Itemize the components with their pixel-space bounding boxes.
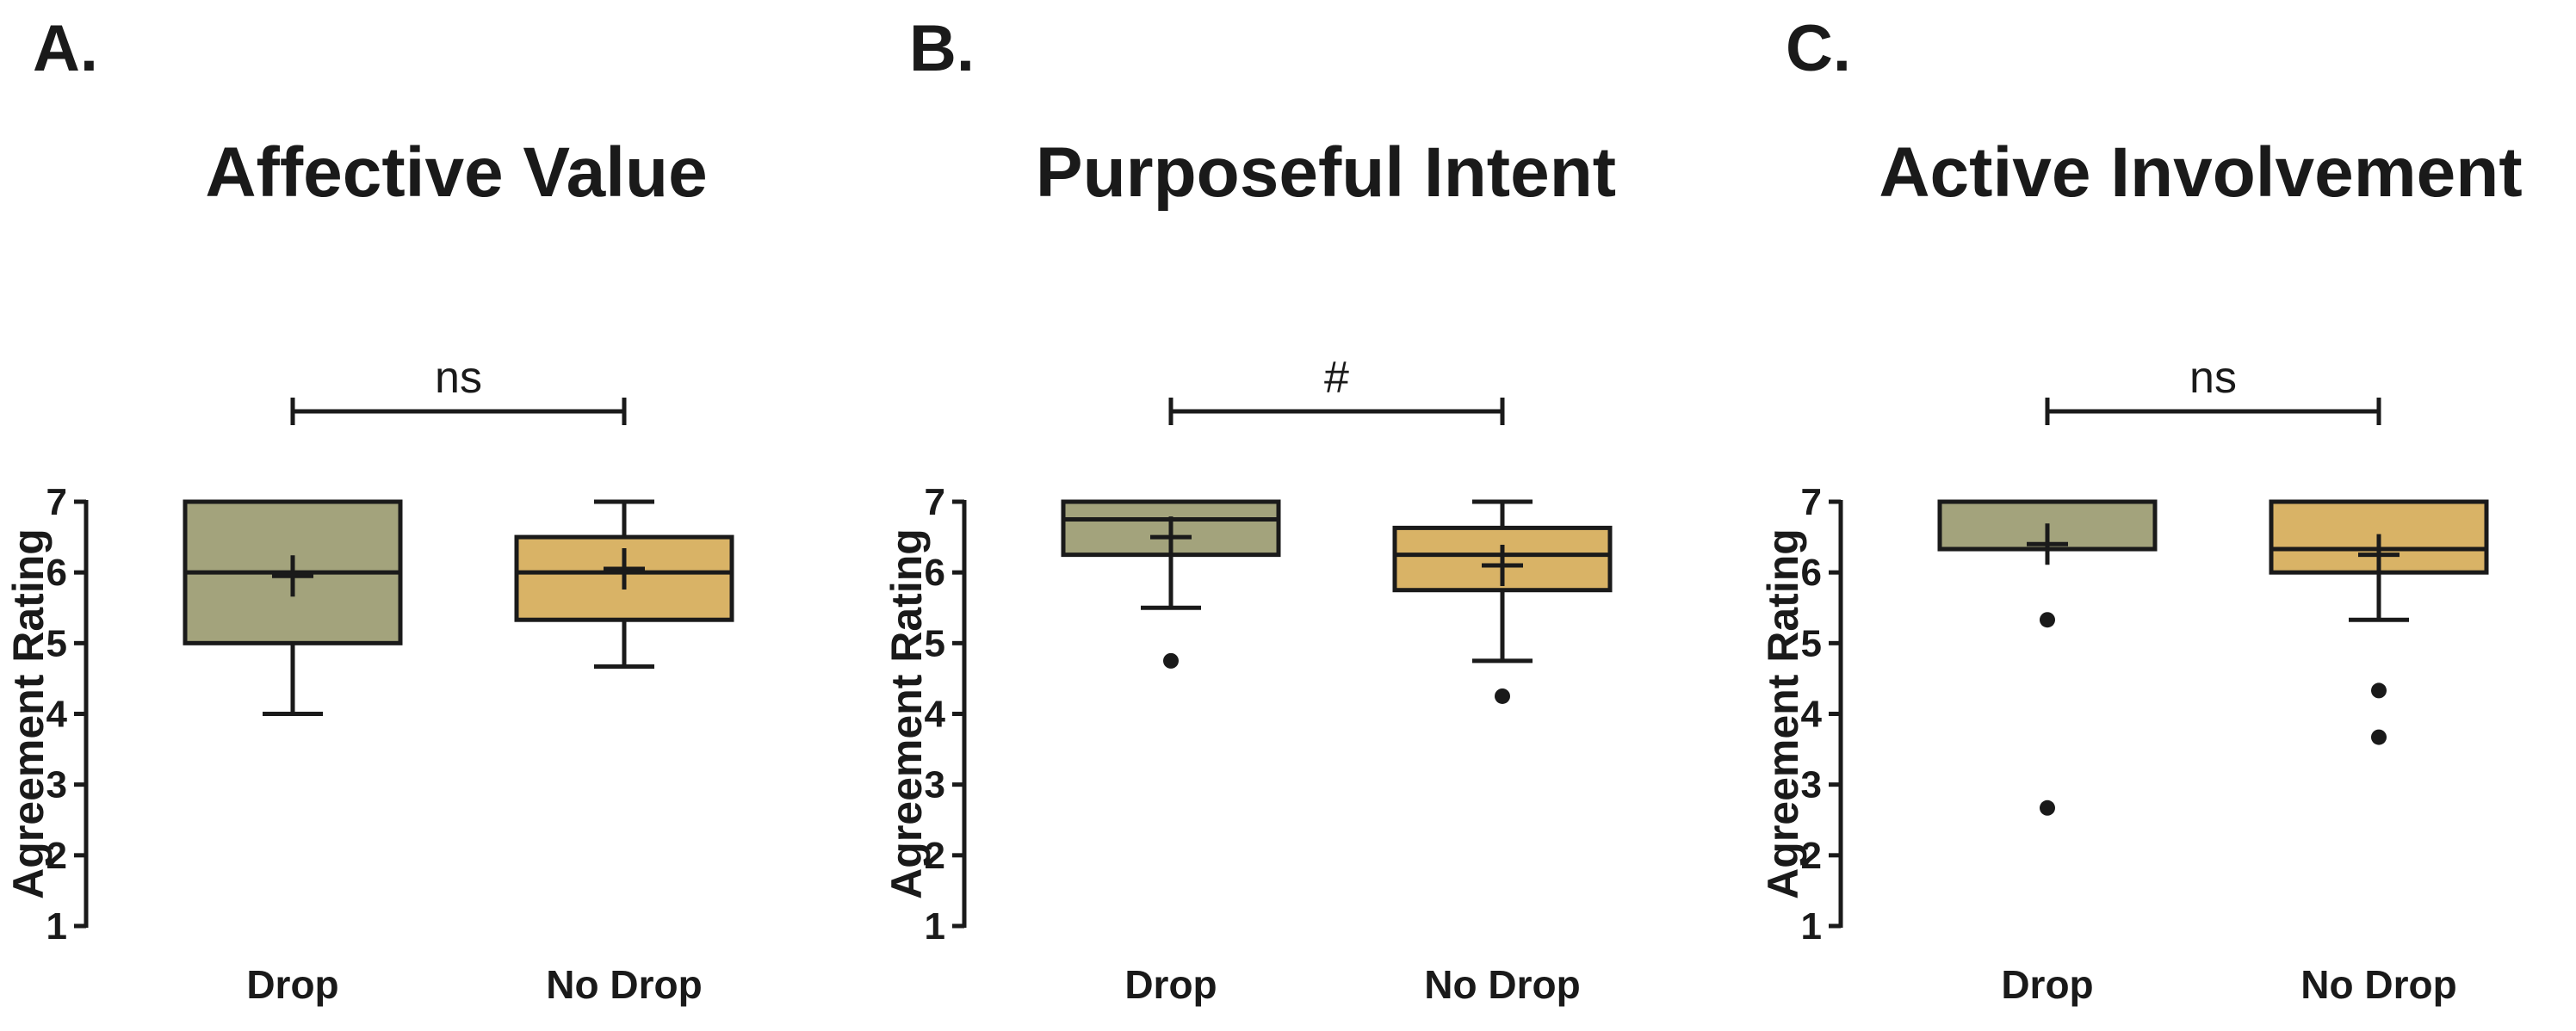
outlier-point bbox=[2040, 799, 2055, 816]
outlier-point bbox=[2371, 729, 2387, 745]
y-tick-label: 6 bbox=[1801, 552, 1822, 594]
y-axis-title: Agreement Rating bbox=[4, 528, 53, 899]
panel-letter: B. bbox=[909, 12, 975, 85]
y-tick-label: 6 bbox=[46, 552, 67, 594]
outlier-point bbox=[1495, 688, 1510, 704]
outlier-point bbox=[2371, 682, 2387, 699]
panel-letter: A. bbox=[33, 12, 98, 85]
outlier-point bbox=[2040, 612, 2055, 628]
box-0: Drop bbox=[1937, 499, 2158, 1007]
box-0: Drop bbox=[1061, 499, 1281, 1007]
y-tick-label: 4 bbox=[1801, 694, 1823, 736]
y-tick-label: 2 bbox=[1801, 835, 1822, 877]
y-tick-label: 4 bbox=[925, 694, 946, 736]
y-tick-label: 5 bbox=[46, 622, 67, 664]
category-label: Drop bbox=[1124, 962, 1217, 1007]
box-1: No Drop bbox=[2269, 499, 2489, 1007]
category-label: No Drop bbox=[546, 962, 702, 1007]
y-tick-label: 3 bbox=[925, 764, 945, 806]
category-label: Drop bbox=[246, 962, 338, 1007]
y-tick-label: 3 bbox=[1801, 764, 1822, 806]
y-tick-label: 5 bbox=[925, 622, 945, 664]
panel-letter: C. bbox=[1786, 12, 1851, 85]
panel-title: Affective Value bbox=[205, 133, 707, 212]
y-axis-title: Agreement Rating bbox=[882, 528, 931, 899]
y-tick-label: 5 bbox=[1801, 622, 1822, 664]
y-tick-label: 7 bbox=[925, 481, 945, 523]
y-tick-label: 2 bbox=[46, 835, 67, 877]
panel-0: A. Affective Value Agreement Rating 1 2 3 4 5 6 7… bbox=[4, 12, 734, 1007]
y-tick-label: 1 bbox=[1801, 905, 1822, 948]
y-tick-label: 7 bbox=[1801, 481, 1822, 523]
y-tick-label: 7 bbox=[46, 481, 67, 523]
y-tick-label: 2 bbox=[925, 835, 945, 877]
box-1: No Drop bbox=[514, 499, 734, 1007]
panel-title: Active Involvement bbox=[1879, 133, 2522, 212]
category-label: No Drop bbox=[2300, 962, 2456, 1007]
y-tick-label: 1 bbox=[46, 905, 67, 948]
significance-label: # bbox=[1324, 353, 1349, 403]
y-tick-label: 4 bbox=[46, 694, 68, 736]
category-label: No Drop bbox=[1424, 962, 1580, 1007]
significance-label: ns bbox=[2189, 353, 2237, 403]
box-0: Drop bbox=[183, 499, 403, 1007]
panel-1: B. Purposeful Intent Agreement Rating 1 2 3 4 5… bbox=[882, 12, 1616, 1007]
box-1: No Drop bbox=[1392, 499, 1613, 1007]
outlier-point bbox=[1163, 652, 1179, 669]
y-tick-label: 1 bbox=[925, 905, 945, 948]
y-axis-title: Agreement Rating bbox=[1759, 528, 1807, 899]
y-tick-label: 6 bbox=[925, 552, 945, 594]
panel-title: Purposeful Intent bbox=[1036, 133, 1616, 212]
significance-label: ns bbox=[435, 353, 482, 403]
category-label: Drop bbox=[2001, 962, 2093, 1007]
panel-2: C. Active Involvement Agreement Rating 1 2 3 4… bbox=[1759, 12, 2523, 1007]
y-tick-label: 3 bbox=[46, 764, 67, 806]
